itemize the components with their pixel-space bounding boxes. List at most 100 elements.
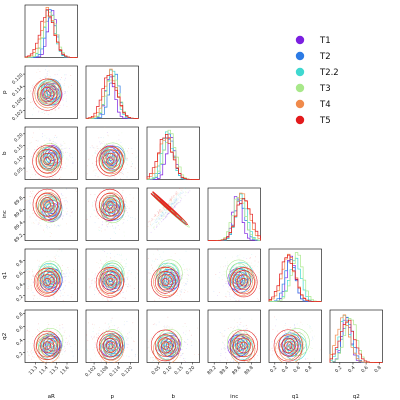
sample-point bbox=[50, 199, 52, 201]
sample-point bbox=[91, 271, 93, 273]
sample-point bbox=[225, 281, 227, 283]
sample-point bbox=[54, 106, 56, 108]
sample-point bbox=[183, 187, 184, 188]
sample-point bbox=[61, 148, 63, 150]
sample-point bbox=[112, 325, 114, 327]
sample-point bbox=[43, 229, 45, 231]
sample-point bbox=[247, 266, 249, 268]
sample-point bbox=[44, 99, 46, 101]
sample-point bbox=[43, 265, 45, 267]
sample-point bbox=[38, 265, 39, 267]
contour-b-p-T4 bbox=[107, 156, 115, 164]
sample-point bbox=[141, 156, 142, 157]
sample-point bbox=[162, 207, 164, 209]
sample-point bbox=[110, 257, 112, 259]
sample-point bbox=[60, 86, 62, 88]
sample-point bbox=[158, 264, 160, 266]
sample-point bbox=[168, 361, 170, 363]
sample-point bbox=[35, 153, 37, 155]
sample-point bbox=[48, 265, 49, 267]
sample-point bbox=[38, 185, 39, 186]
sample-point bbox=[32, 114, 34, 116]
sample-point bbox=[248, 246, 249, 247]
sample-point bbox=[32, 343, 34, 344]
sample-point bbox=[62, 209, 64, 211]
sample-point bbox=[55, 156, 57, 158]
sample-point bbox=[102, 345, 103, 347]
sample-point bbox=[249, 294, 251, 296]
sample-point bbox=[24, 364, 25, 365]
sample-point bbox=[236, 247, 237, 248]
sample-point bbox=[237, 300, 239, 302]
sample-point bbox=[159, 219, 161, 221]
sample-point bbox=[106, 265, 108, 267]
sample-point bbox=[63, 273, 65, 275]
sample-point bbox=[104, 322, 106, 324]
sample-point bbox=[61, 334, 63, 336]
sample-point bbox=[67, 342, 69, 344]
sample-point bbox=[69, 343, 70, 345]
sample-point bbox=[175, 197, 177, 199]
sample-point bbox=[61, 160, 63, 162]
sample-point bbox=[108, 191, 110, 192]
sample-point bbox=[164, 293, 166, 295]
sample-point bbox=[125, 199, 127, 201]
sample-point bbox=[113, 343, 115, 345]
sample-point bbox=[52, 80, 54, 82]
sample-point bbox=[117, 307, 118, 308]
sample-point bbox=[48, 154, 50, 156]
sample-point bbox=[51, 142, 52, 144]
sample-point bbox=[58, 224, 60, 226]
sample-point bbox=[151, 361, 153, 363]
sample-point bbox=[127, 157, 129, 159]
sample-point bbox=[60, 290, 62, 292]
sample-point bbox=[48, 139, 50, 141]
sample-point bbox=[62, 335, 64, 337]
sample-point bbox=[63, 168, 65, 170]
sample-point bbox=[172, 277, 173, 279]
sample-point bbox=[187, 343, 188, 345]
sample-point bbox=[41, 361, 43, 363]
contour-p-aR-T5 bbox=[43, 90, 51, 99]
sample-point bbox=[120, 261, 122, 263]
contour-q1-p-T5 bbox=[106, 278, 114, 287]
sample-point bbox=[173, 331, 175, 332]
sample-point bbox=[50, 328, 52, 330]
sample-point bbox=[124, 201, 126, 202]
sample-point bbox=[96, 205, 98, 207]
sample-point bbox=[56, 137, 57, 139]
sample-point bbox=[47, 114, 49, 116]
sample-point bbox=[52, 220, 54, 222]
sample-point bbox=[115, 348, 117, 350]
sample-point bbox=[40, 287, 42, 289]
sample-point bbox=[55, 94, 57, 96]
sample-point bbox=[187, 191, 189, 193]
sample-point bbox=[131, 358, 133, 360]
sample-point bbox=[172, 206, 173, 208]
contour-q2-aR-T4 bbox=[35, 335, 61, 363]
sample-point bbox=[37, 330, 39, 332]
sample-point bbox=[125, 205, 127, 207]
sample-point bbox=[100, 186, 101, 187]
sample-point bbox=[57, 348, 59, 349]
sample-point bbox=[43, 171, 45, 173]
sample-point bbox=[185, 191, 187, 193]
sample-point bbox=[110, 221, 112, 223]
sample-point bbox=[131, 161, 132, 163]
sample-point bbox=[184, 289, 186, 291]
sample-point bbox=[58, 249, 60, 251]
sample-point bbox=[170, 283, 172, 285]
sample-point bbox=[124, 198, 126, 200]
sample-point bbox=[248, 262, 250, 264]
sample-point bbox=[48, 151, 50, 153]
sample-point bbox=[41, 149, 43, 151]
sample-point bbox=[156, 220, 158, 222]
sample-point bbox=[238, 285, 240, 287]
sample-point bbox=[49, 272, 51, 274]
contour-b-aR-T5 bbox=[32, 145, 62, 178]
sample-point bbox=[38, 353, 40, 355]
sample-point bbox=[61, 144, 63, 146]
sample-point bbox=[43, 179, 44, 180]
sample-point bbox=[123, 266, 125, 267]
